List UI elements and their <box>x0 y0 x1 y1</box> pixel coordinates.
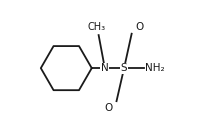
Text: NH₂: NH₂ <box>145 63 164 73</box>
Text: S: S <box>121 63 127 73</box>
Text: CH₃: CH₃ <box>87 22 106 32</box>
Text: N: N <box>101 63 109 73</box>
Text: O: O <box>104 103 113 113</box>
Text: O: O <box>136 22 144 32</box>
